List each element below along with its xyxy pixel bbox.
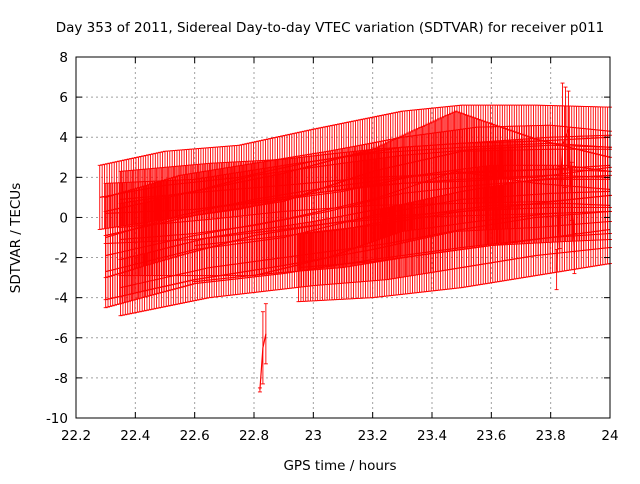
chart-svg: 22.222.422.622.82323.223.423.623.824-10-… [0, 0, 640, 480]
chart: 22.222.422.622.82323.223.423.623.824-10-… [0, 0, 640, 480]
